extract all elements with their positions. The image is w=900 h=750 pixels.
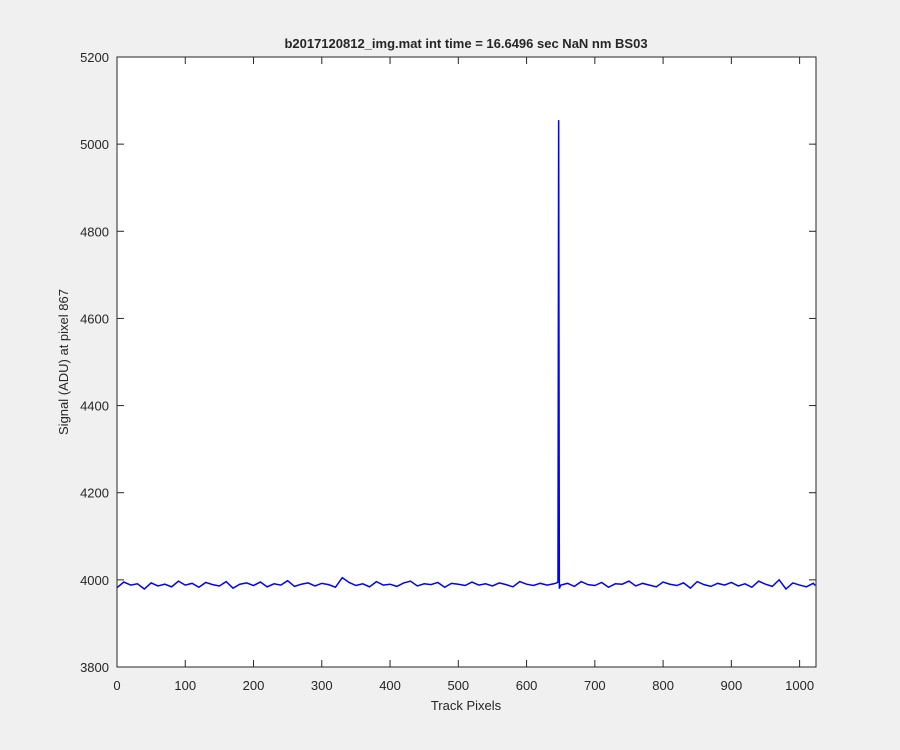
x-tick-label: 400: [379, 678, 401, 693]
y-tick-label: 3800: [80, 660, 109, 675]
x-tick-label: 200: [243, 678, 265, 693]
y-tick-label: 4200: [80, 486, 109, 501]
y-tick-label: 4800: [80, 224, 109, 239]
y-tick-label: 4600: [80, 311, 109, 326]
y-tick-label: 5000: [80, 137, 109, 152]
x-tick-label: 1000: [785, 678, 814, 693]
y-tick-label: 4400: [80, 399, 109, 414]
axes-box: [116, 56, 817, 668]
x-tick-label: 800: [652, 678, 674, 693]
y-tick-label: 4000: [80, 573, 109, 588]
plot-area: [117, 57, 816, 667]
line-series: [116, 120, 816, 591]
x-tick-label: 0: [113, 678, 120, 693]
x-tick-label: 300: [311, 678, 333, 693]
x-tick-label: 500: [447, 678, 469, 693]
chart-title: b2017120812_img.mat int time = 16.6496 s…: [284, 36, 647, 51]
x-axis-label: Track Pixels: [431, 698, 502, 713]
y-axis-label: Signal (ADU) at pixel 867: [56, 289, 71, 435]
x-tick-label: 600: [516, 678, 538, 693]
y-tick-label: 5200: [80, 50, 109, 65]
x-tick-label: 700: [584, 678, 606, 693]
x-tick-label: 900: [721, 678, 743, 693]
x-tick-label: 100: [174, 678, 196, 693]
